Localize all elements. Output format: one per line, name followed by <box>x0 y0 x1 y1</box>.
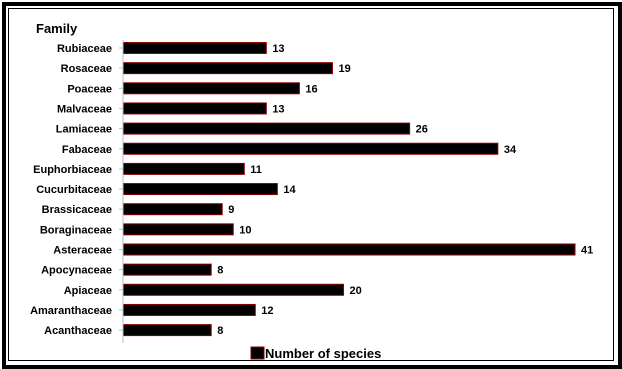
data-label: 12 <box>261 305 273 317</box>
data-label: 13 <box>272 43 284 55</box>
bar <box>122 283 344 296</box>
data-label: 14 <box>283 184 296 196</box>
bar <box>122 324 212 337</box>
data-label: 10 <box>239 224 251 236</box>
bar <box>122 142 499 155</box>
legend-swatch <box>250 346 265 360</box>
bar <box>122 303 256 316</box>
bar <box>122 62 333 75</box>
data-label: 9 <box>228 204 234 216</box>
category-label: Boraginaceae <box>40 224 112 236</box>
legend-label: Number of species <box>265 346 381 361</box>
inner-frame <box>8 8 614 361</box>
data-label: 8 <box>217 265 223 277</box>
bar <box>122 223 234 236</box>
bar <box>122 42 267 54</box>
data-label: 19 <box>338 63 350 75</box>
category-label: Poaceae <box>67 83 112 95</box>
bar <box>122 102 267 115</box>
category-label: Malvaceae <box>57 103 112 115</box>
chart-title: Family <box>36 21 78 36</box>
data-label: 11 <box>250 164 262 176</box>
category-label: Rubiaceae <box>57 43 112 55</box>
category-label: Acanthaceae <box>44 325 112 337</box>
data-label: 26 <box>416 124 428 136</box>
category-label: Brassicaceae <box>42 204 112 216</box>
category-label: Apiaceae <box>64 285 112 297</box>
data-label: 41 <box>581 245 593 257</box>
data-label: 34 <box>504 144 517 156</box>
category-label: Asteraceae <box>53 245 112 257</box>
category-label: Fabaceae <box>62 144 112 156</box>
category-label: Lamiaceae <box>56 124 112 136</box>
bar <box>122 243 576 256</box>
category-label: Rosaceae <box>61 63 112 75</box>
data-label: 13 <box>272 103 284 115</box>
bar <box>122 263 212 276</box>
bars-layer: Rubiaceae 13 Rosaceae 19 Poaceae 16 Malvaceae 1… <box>30 42 593 337</box>
bar <box>122 122 411 135</box>
legend: Number of species <box>250 346 381 361</box>
category-label: Euphorbiaceae <box>33 164 112 176</box>
bar <box>122 162 245 175</box>
bar <box>122 203 223 216</box>
category-label: Amaranthaceae <box>30 305 112 317</box>
data-label: 8 <box>217 325 223 337</box>
data-label: 16 <box>305 83 317 95</box>
category-label: Apocynaceae <box>41 265 112 277</box>
bar <box>122 82 300 95</box>
data-label: 20 <box>349 285 361 297</box>
category-label: Cucurbitaceae <box>36 184 112 196</box>
bar <box>122 183 278 196</box>
